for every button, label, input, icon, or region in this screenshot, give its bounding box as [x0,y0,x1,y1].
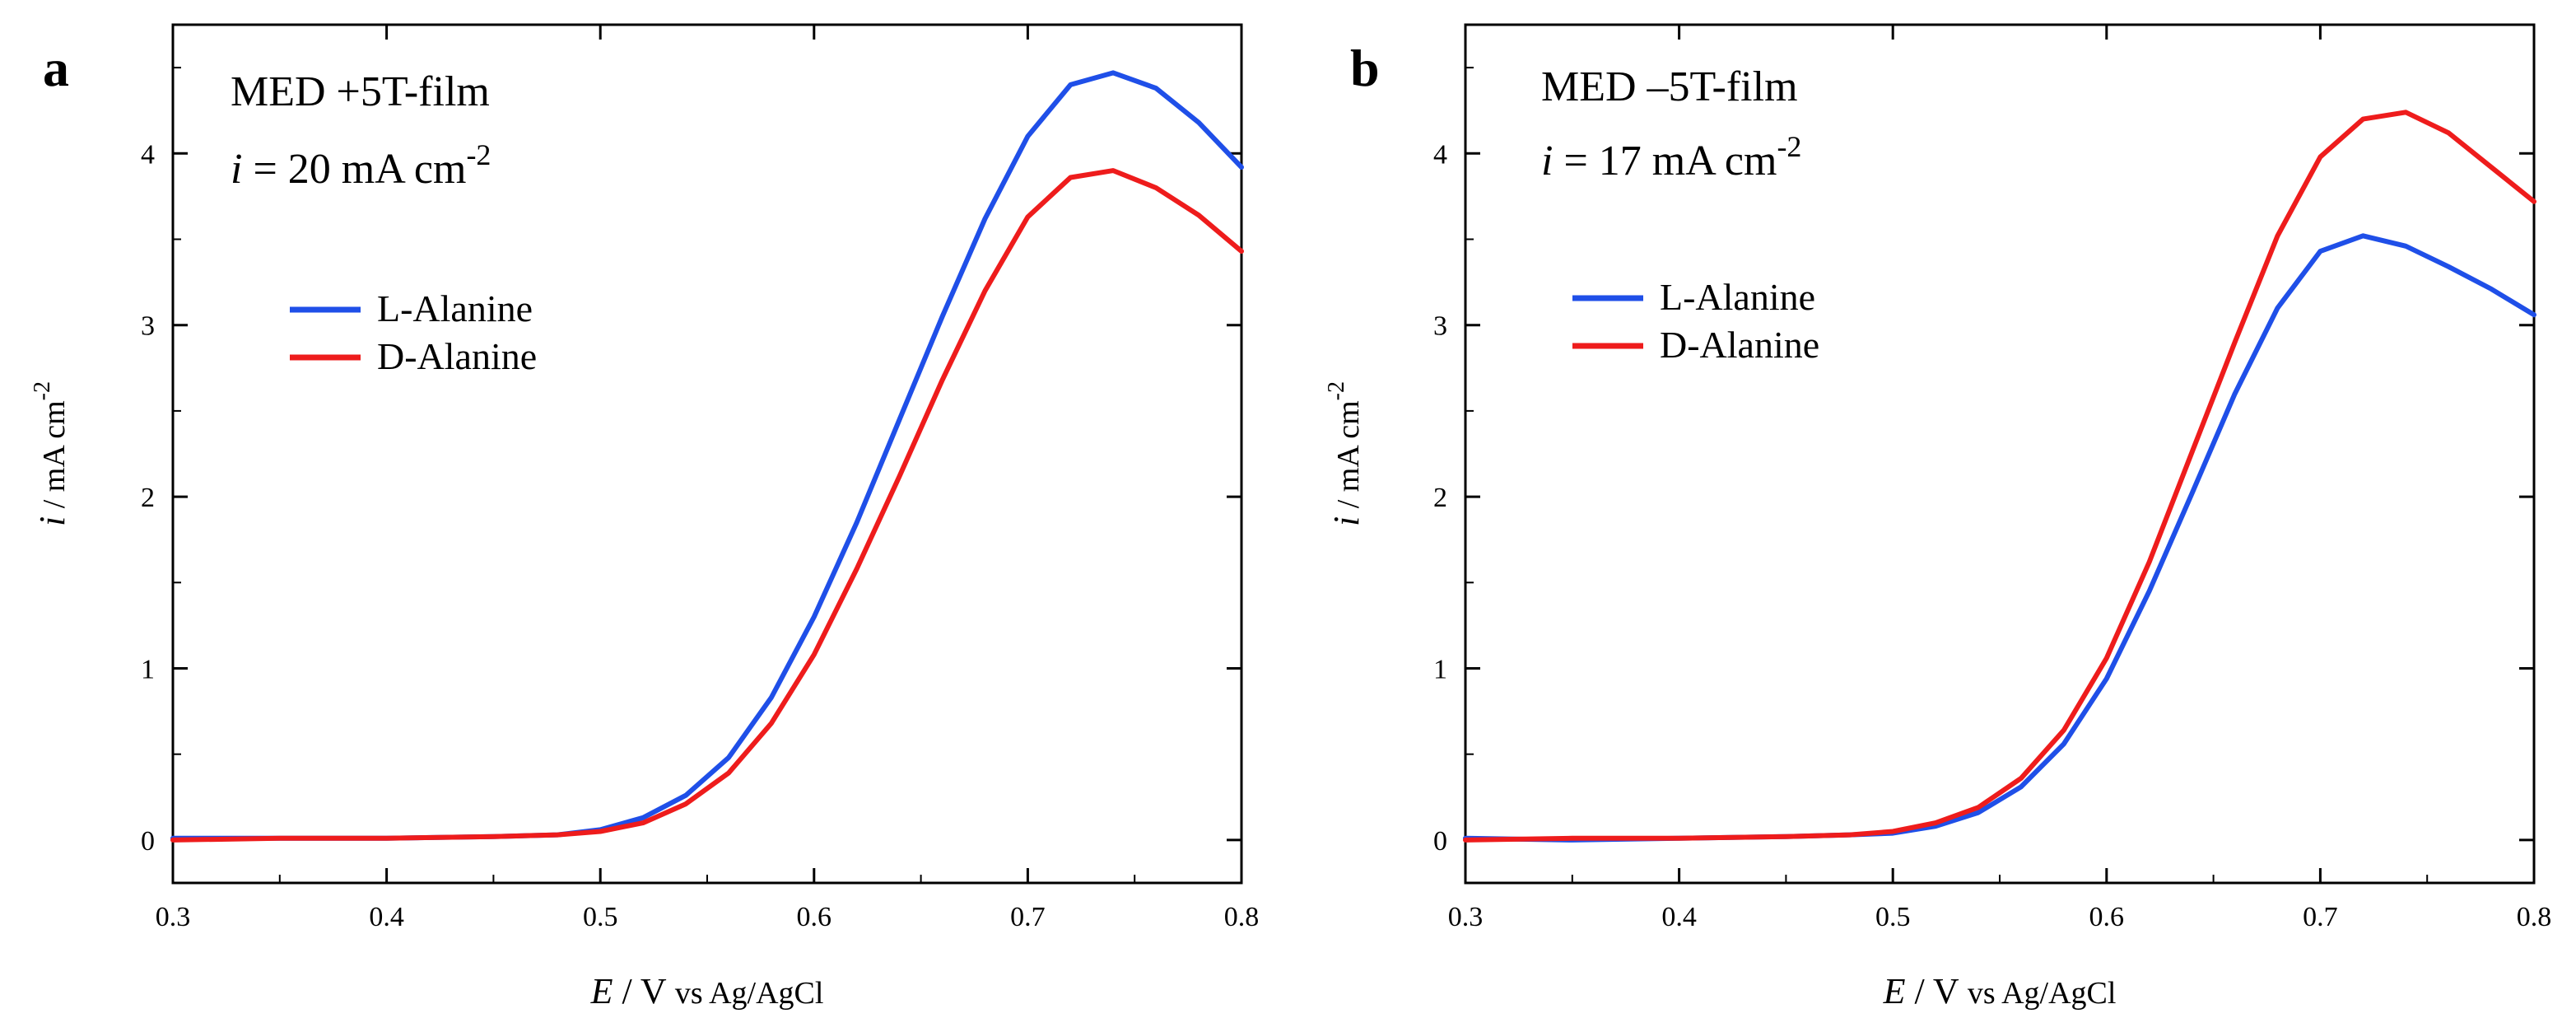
y-tick-label: 2 [141,483,155,513]
y-tick-label: 0 [1433,826,1447,857]
x-axis-label: E / V vs Ag/AgCl [590,971,824,1011]
panel-letter: a [43,39,69,97]
panel-letter: b [1350,39,1380,97]
x-tick-label: 0.7 [1010,902,1046,932]
x-tick-label: 0.8 [2517,902,2552,932]
x-tick-label: 0.7 [2303,902,2338,932]
y-tick-label: 2 [1433,483,1447,513]
figure: a 0.3 0.4 0.5 0.6 0.7 0.8 0 1 2 3 4 L-Alanine D-Alani… [0,0,2576,1032]
x-tick-label: 0.5 [1875,902,1911,932]
y-tick-label: 4 [141,139,155,170]
y-tick-label: 0 [141,826,155,857]
legend-label: L-Alanine [377,287,533,329]
x-tick-label: 0.3 [1448,902,1484,932]
x-tick-label: 0.4 [369,902,404,932]
y-tick-label: 1 [1433,655,1447,685]
annotation-film: MED +5T-film [231,68,490,115]
y-tick-label: 3 [141,311,155,342]
x-axis-label: E / V vs Ag/AgCl [1883,971,2117,1011]
legend-label: L-Alanine [1660,276,1815,318]
annotation-film: MED –5T-film [1541,63,1798,110]
x-tick-label: 0.8 [1224,902,1260,932]
y-tick-label: 3 [1433,311,1447,342]
x-tick-label: 0.4 [1661,902,1697,932]
x-tick-label: 0.6 [2089,902,2125,932]
x-tick-label: 0.5 [583,902,618,932]
annotation-current-density: i = 17 mA cm-2 [1541,130,1801,184]
y-tick-label: 1 [141,655,155,685]
y-tick-label: 4 [1433,139,1447,170]
legend-label: D-Alanine [1660,324,1819,366]
x-tick-label: 0.6 [797,902,832,932]
x-tick-label: 0.3 [156,902,191,932]
legend-label: D-Alanine [377,335,537,377]
annotation-current-density: i = 20 mA cm-2 [231,138,491,193]
